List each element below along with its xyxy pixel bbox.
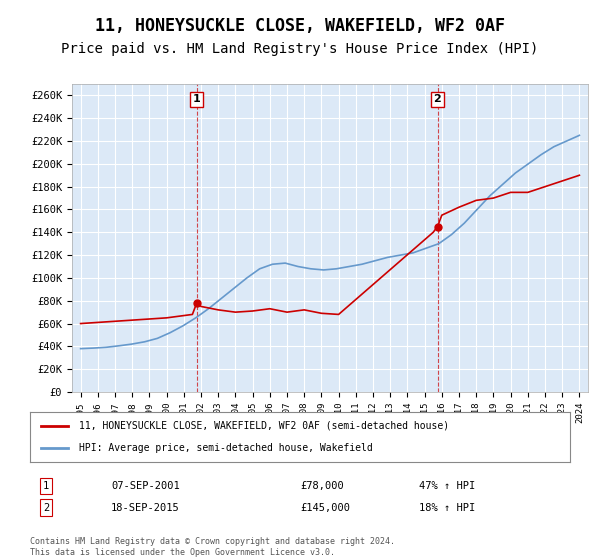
Text: 2: 2 xyxy=(434,95,442,104)
Text: 07-SEP-2001: 07-SEP-2001 xyxy=(111,480,180,491)
Text: 1: 1 xyxy=(43,480,49,491)
Text: HPI: Average price, semi-detached house, Wakefield: HPI: Average price, semi-detached house,… xyxy=(79,443,373,453)
Text: 2: 2 xyxy=(43,502,49,512)
Text: £145,000: £145,000 xyxy=(300,502,350,512)
Text: 18-SEP-2015: 18-SEP-2015 xyxy=(111,502,180,512)
Text: Contains HM Land Registry data © Crown copyright and database right 2024.: Contains HM Land Registry data © Crown c… xyxy=(30,537,395,546)
Text: Price paid vs. HM Land Registry's House Price Index (HPI): Price paid vs. HM Land Registry's House … xyxy=(61,42,539,56)
Text: 1: 1 xyxy=(193,95,200,104)
Text: 47% ↑ HPI: 47% ↑ HPI xyxy=(419,480,475,491)
Text: 11, HONEYSUCKLE CLOSE, WAKEFIELD, WF2 0AF (semi-detached house): 11, HONEYSUCKLE CLOSE, WAKEFIELD, WF2 0A… xyxy=(79,421,449,431)
Text: £78,000: £78,000 xyxy=(300,480,344,491)
Text: 11, HONEYSUCKLE CLOSE, WAKEFIELD, WF2 0AF: 11, HONEYSUCKLE CLOSE, WAKEFIELD, WF2 0A… xyxy=(95,17,505,35)
Text: 18% ↑ HPI: 18% ↑ HPI xyxy=(419,502,475,512)
Text: This data is licensed under the Open Government Licence v3.0.: This data is licensed under the Open Gov… xyxy=(30,548,335,557)
